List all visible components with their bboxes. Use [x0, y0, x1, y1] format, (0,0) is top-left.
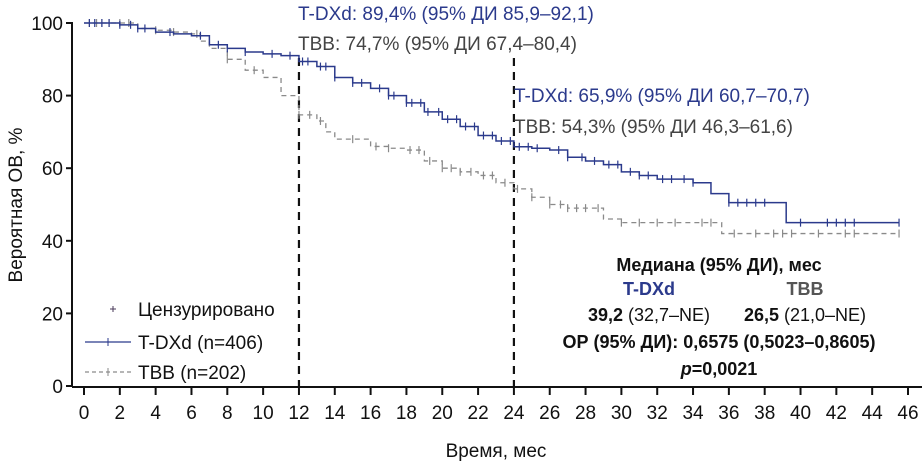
- x-tick-label: 26: [539, 403, 560, 424]
- x-ticks: 0 2 4 6 8 10 12 14 16 18 20 22 24 26 28 30 32 34 36 38 40 42 4…: [79, 387, 919, 424]
- legend-tbb-label: TBB (n=202): [138, 363, 246, 384]
- x-tick-label: 0: [79, 403, 90, 424]
- x-tick-label: 34: [682, 403, 704, 424]
- x-tick-label: 40: [790, 403, 811, 424]
- x-tick-label: 30: [611, 403, 632, 424]
- x-tick-label: 8: [222, 403, 233, 424]
- p-label: p: [680, 359, 692, 379]
- reference-lines: [297, 58, 516, 386]
- legend-tdxd-label: T-DXd (n=406): [138, 333, 263, 354]
- x-tick-label: 10: [253, 403, 274, 424]
- p-value: p=0,0021: [680, 359, 758, 379]
- x-tick-label: 18: [396, 403, 417, 424]
- annotation-12m-tdxd: T-DXd: 89,4% (95% ДИ 85,9–92,1): [298, 4, 594, 25]
- y-tick-label: 40: [42, 232, 63, 253]
- x-tick-label: 2: [115, 403, 126, 424]
- median-tdxd-number: 39,2: [588, 305, 623, 325]
- x-tick-label: 36: [718, 403, 739, 424]
- legend-tdxd-swatch: [85, 338, 131, 346]
- y-ticks: 0 20 40 60 80 100: [31, 14, 72, 398]
- annotation-12m-tbb: ТВВ: 74,7% (95% ДИ 67,4–80,4): [298, 34, 577, 55]
- y-tick-label: 20: [42, 304, 63, 325]
- median-header: Медиана (95% ДИ), мес: [616, 255, 821, 275]
- y-axis-title: Вероятная ОВ, %: [6, 127, 27, 282]
- legend-censored-marker: [110, 306, 116, 312]
- axes: [71, 22, 922, 388]
- x-tick-label: 12: [288, 403, 309, 424]
- x-tick-label: 20: [432, 403, 453, 424]
- y-tick-label: 0: [52, 377, 63, 398]
- x-tick-label: 4: [150, 403, 161, 424]
- y-tick-label: 60: [42, 159, 63, 180]
- annotation-24m-tbb: ТВВ: 54,3% (95% ДИ 46,3–61,6): [514, 117, 793, 138]
- x-tick-label: 14: [324, 403, 346, 424]
- x-tick-label: 38: [754, 403, 775, 424]
- x-tick-label: 6: [186, 403, 197, 424]
- p-number: =0,0021: [692, 359, 758, 379]
- x-tick-label: 28: [575, 403, 596, 424]
- hazard-ratio: ОР (95% ДИ): 0,6575 (0,5023–0,8605): [563, 332, 876, 352]
- x-tick-label: 32: [647, 403, 668, 424]
- x-tick-label: 22: [468, 403, 489, 424]
- legend-tbb-swatch: [85, 368, 131, 376]
- survival-curves: [84, 19, 900, 238]
- x-tick-label: 44: [862, 403, 884, 424]
- y-tick-label: 100: [31, 14, 63, 35]
- median-tbb-label: ТВВ: [787, 279, 824, 299]
- x-tick-label: 46: [897, 403, 918, 424]
- median-tdxd-ci: (32,7–NE): [623, 305, 710, 325]
- annotation-24m-tdxd: T-DXd: 65,9% (95% ДИ 60,7–70,7): [514, 86, 810, 107]
- legend: Цензурировано T-DXd (n=406) TBB (n=202): [85, 300, 275, 384]
- x-tick-label: 16: [360, 403, 381, 424]
- curve-tbb: [84, 22, 900, 235]
- x-axis-title: Время, мес: [446, 441, 547, 462]
- legend-censored-label: Цензурировано: [138, 300, 275, 321]
- median-tbb-value: 26,5 (21,0–NE): [744, 305, 866, 325]
- median-tdxd-value: 39,2 (32,7–NE): [588, 305, 710, 325]
- median-tbb-number: 26,5: [744, 305, 779, 325]
- y-tick-label: 80: [42, 87, 63, 108]
- median-tbb-ci: (21,0–NE): [779, 305, 866, 325]
- x-tick-label: 24: [503, 403, 525, 424]
- x-tick-label: 42: [826, 403, 847, 424]
- median-tdxd-label: T-DXd: [623, 279, 675, 299]
